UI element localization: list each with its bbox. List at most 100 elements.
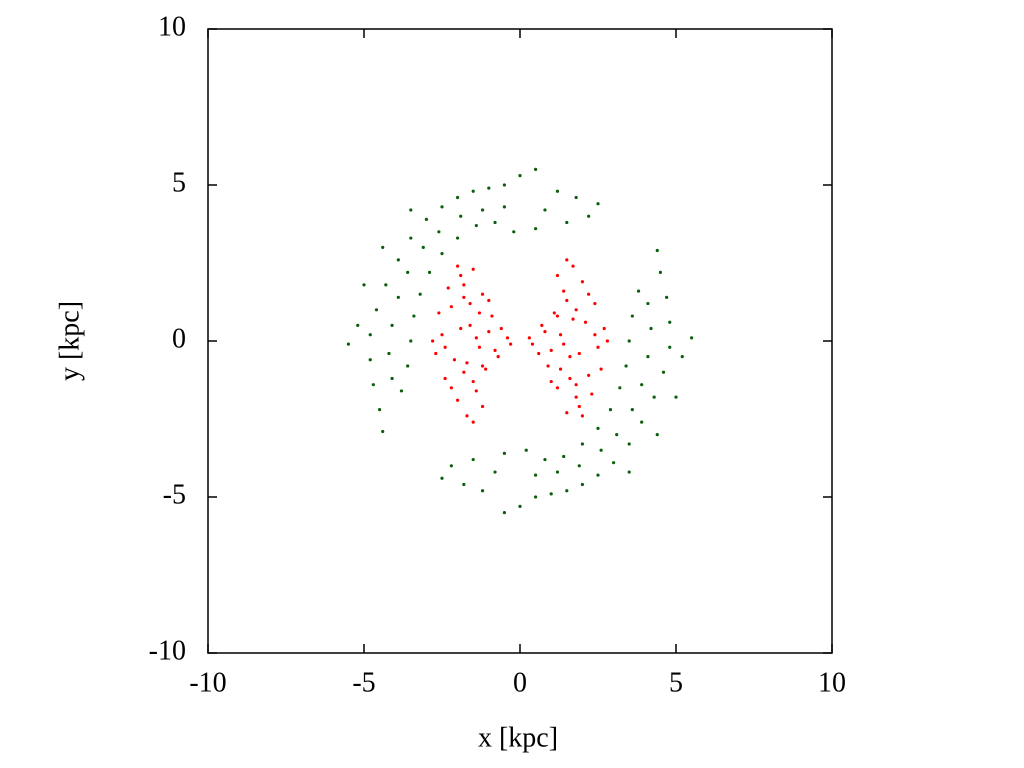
point bbox=[527, 336, 531, 340]
point bbox=[543, 457, 547, 462]
point bbox=[381, 245, 385, 249]
point bbox=[449, 464, 453, 468]
point bbox=[640, 383, 644, 387]
point bbox=[384, 283, 388, 287]
point bbox=[449, 386, 453, 390]
point bbox=[565, 258, 569, 262]
point bbox=[596, 202, 600, 206]
point bbox=[593, 301, 597, 306]
y-tick-label: 10 bbox=[158, 11, 186, 42]
x-tick-label: 10 bbox=[818, 667, 846, 698]
point bbox=[530, 342, 535, 346]
point bbox=[443, 376, 447, 381]
point bbox=[580, 414, 585, 418]
point bbox=[649, 326, 653, 331]
point bbox=[418, 292, 422, 296]
point bbox=[356, 323, 360, 327]
point bbox=[565, 489, 569, 493]
point bbox=[387, 351, 391, 356]
point bbox=[618, 386, 622, 390]
point bbox=[406, 364, 410, 368]
point bbox=[636, 289, 641, 293]
point bbox=[371, 383, 375, 387]
point bbox=[456, 195, 460, 200]
point bbox=[555, 314, 560, 318]
point bbox=[562, 342, 566, 346]
point bbox=[459, 326, 463, 331]
point bbox=[480, 364, 485, 368]
y-axis-label: y [kpc] bbox=[54, 301, 85, 381]
point bbox=[399, 389, 404, 393]
point bbox=[390, 323, 394, 327]
point bbox=[546, 364, 550, 368]
point bbox=[587, 373, 591, 377]
point bbox=[465, 414, 469, 418]
point bbox=[374, 308, 379, 312]
point bbox=[593, 333, 597, 337]
point bbox=[480, 404, 485, 409]
point bbox=[640, 420, 644, 424]
point bbox=[534, 495, 538, 499]
point bbox=[449, 305, 453, 309]
y-tick-label: 0 bbox=[172, 323, 186, 354]
point bbox=[602, 326, 606, 331]
point bbox=[608, 408, 613, 412]
point bbox=[465, 361, 469, 365]
point bbox=[471, 267, 475, 271]
point bbox=[480, 489, 485, 493]
point bbox=[512, 230, 516, 234]
point bbox=[524, 448, 528, 452]
point bbox=[446, 286, 450, 290]
point bbox=[565, 220, 569, 225]
point bbox=[680, 355, 684, 359]
point bbox=[487, 298, 491, 303]
point bbox=[612, 461, 616, 465]
point bbox=[674, 395, 678, 399]
point bbox=[574, 395, 578, 399]
x-tick-label: -10 bbox=[189, 667, 226, 698]
point bbox=[456, 236, 460, 240]
point bbox=[665, 295, 669, 299]
point bbox=[577, 351, 581, 356]
point bbox=[502, 510, 506, 515]
point bbox=[534, 227, 538, 231]
point bbox=[471, 189, 475, 193]
point bbox=[480, 208, 485, 212]
point bbox=[543, 208, 547, 212]
point bbox=[549, 348, 553, 352]
point bbox=[427, 270, 432, 274]
point bbox=[477, 311, 482, 315]
point bbox=[630, 314, 634, 318]
point bbox=[474, 389, 478, 393]
point bbox=[599, 448, 603, 452]
point bbox=[565, 411, 569, 415]
point bbox=[409, 339, 413, 343]
point bbox=[459, 214, 463, 218]
point bbox=[480, 292, 485, 296]
point bbox=[421, 245, 425, 249]
point bbox=[562, 454, 566, 459]
point bbox=[368, 333, 372, 337]
point bbox=[540, 323, 544, 327]
point bbox=[456, 398, 460, 402]
point bbox=[487, 186, 491, 190]
point bbox=[496, 355, 500, 359]
point bbox=[462, 283, 466, 287]
point bbox=[509, 342, 513, 346]
point bbox=[518, 504, 522, 508]
point bbox=[440, 205, 444, 209]
point bbox=[596, 345, 600, 349]
point bbox=[627, 470, 631, 474]
point bbox=[440, 252, 444, 256]
point bbox=[437, 230, 441, 234]
point bbox=[652, 395, 656, 399]
point bbox=[471, 379, 475, 384]
point bbox=[571, 317, 575, 321]
x-tick-label: 0 bbox=[513, 667, 527, 698]
point bbox=[471, 420, 475, 424]
point bbox=[459, 273, 463, 278]
point bbox=[596, 473, 600, 477]
point bbox=[577, 404, 581, 409]
point bbox=[580, 442, 585, 446]
